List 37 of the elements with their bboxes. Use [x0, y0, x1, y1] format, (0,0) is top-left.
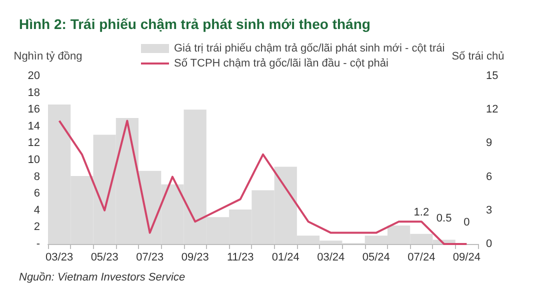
y2-tick-label: 6: [486, 170, 492, 183]
data-label: 1.2: [414, 206, 430, 218]
data-label: 0.5: [436, 212, 452, 224]
x-tick-label: 03/23: [46, 252, 74, 264]
y-tick-label: 12: [28, 137, 40, 150]
x-tick-label: 09/23: [181, 252, 209, 264]
y-tick-label: 8: [34, 170, 40, 183]
y-tick-label: 4: [34, 204, 40, 216]
y-axis-title: Nghìn tỷ đồng: [14, 50, 82, 62]
x-tick-label: 11/23: [227, 252, 254, 264]
x-tick-label: 01/24: [272, 252, 300, 264]
y2-tick-label: 15: [486, 70, 498, 82]
chart-title: Hình 2: Trái phiếu chậm trả phát sinh mới theo tháng: [19, 16, 370, 32]
x-tick-label: 07/24: [408, 252, 436, 264]
y-tick-label: -: [36, 238, 40, 250]
y2-axis-title: Số trái chủ: [452, 50, 504, 62]
legend-label: Giá trị trái phiếu chậm trả gốc/lãi phát sinh mới - cột trái: [174, 42, 445, 54]
line-series: [58, 120, 468, 245]
x-tick-label: 07/23: [136, 252, 164, 264]
y-tick-label: 14: [28, 120, 40, 132]
x-tick-label: 03/24: [317, 252, 345, 264]
x-tick-label: 05/24: [362, 252, 390, 264]
y-tick-label: 6: [34, 188, 40, 200]
y-tick-label: 18: [28, 86, 40, 99]
y2-tick-label: 12: [486, 104, 498, 116]
x-tick-label: 05/23: [90, 252, 118, 264]
y2-tick-label: 3: [486, 204, 492, 216]
y2-tick-label: 0: [486, 238, 492, 250]
text: Nguồn: Vietnam Investors Service: [19, 272, 186, 284]
y2-tick-label: 9: [486, 137, 492, 150]
y-tick-label: 16: [28, 104, 40, 116]
y-tick-label: 2: [34, 221, 40, 234]
x-tick-label: 09/24: [452, 252, 480, 264]
legend-label: Số TCPH chậm trả gốc/lãi lần đầu - cột phải: [174, 58, 388, 70]
y-tick-label: 20: [28, 70, 40, 82]
data-label: 0: [464, 216, 470, 228]
y-tick-label: 10: [28, 154, 40, 166]
